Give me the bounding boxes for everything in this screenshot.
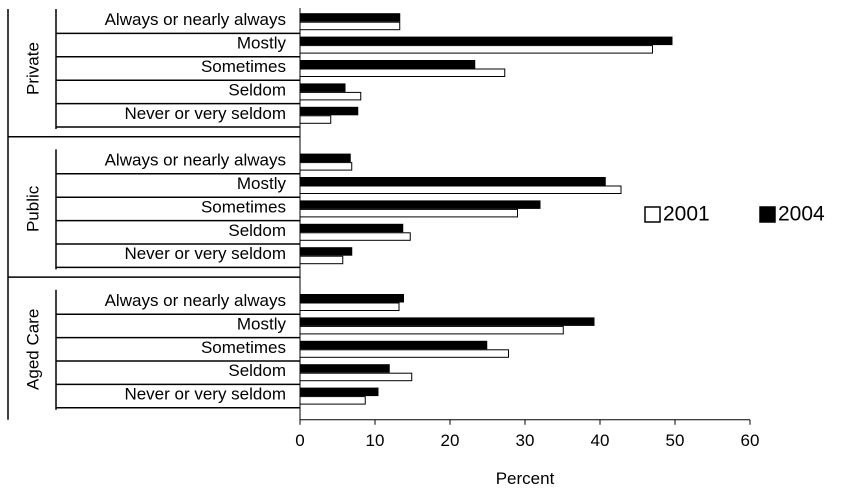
bar-2004 [299, 223, 404, 233]
category-label: Seldom [228, 80, 286, 99]
bar-2004 [299, 153, 351, 163]
bar-2001 [299, 372, 413, 382]
category-label: Never or very seldom [124, 385, 286, 404]
category-label: Sometimes [201, 197, 286, 216]
category-label: Always or nearly always [105, 291, 286, 310]
category-label: Always or nearly always [105, 10, 286, 29]
category-label: Seldom [228, 361, 286, 380]
category-label: Mostly [237, 314, 287, 333]
bar-2001 [299, 232, 411, 241]
category-label: Mostly [237, 174, 287, 193]
bar-2001 [299, 208, 518, 218]
bar-2001 [299, 325, 564, 335]
x-tick-label: 10 [366, 431, 385, 450]
bar-2001 [299, 162, 353, 171]
x-tick-label: 30 [516, 431, 535, 450]
bar-2004 [299, 294, 404, 303]
group-label: Public [23, 185, 42, 232]
bar-2004 [299, 13, 401, 22]
legend-label-2004: 2004 [778, 203, 825, 226]
legend-swatch-2004 [759, 206, 776, 223]
bar-2001 [299, 115, 332, 124]
bar-2004 [299, 36, 673, 46]
bar-2001 [299, 302, 400, 311]
category-label: Sometimes [201, 338, 286, 357]
category-label: Mostly [237, 34, 287, 53]
x-axis-title: Percent [496, 469, 555, 488]
category-label: Never or very seldom [124, 244, 286, 263]
bar-2001 [299, 185, 622, 194]
category-label: Always or nearly always [105, 151, 286, 170]
category-label: Never or very seldom [124, 104, 286, 123]
bar-2004 [299, 106, 359, 116]
bar-2004 [299, 83, 346, 92]
x-tick-label: 0 [295, 431, 304, 450]
category-label: Sometimes [201, 57, 286, 76]
group-label: Private [23, 42, 42, 95]
bar-2004 [299, 60, 476, 69]
x-tick-label: 20 [441, 431, 460, 450]
bar-2001 [299, 68, 506, 77]
x-tick-label: 60 [741, 431, 760, 450]
group-label: Aged Care [23, 309, 42, 390]
bar-2004 [299, 387, 379, 397]
x-tick-label: 40 [591, 431, 610, 450]
bar-2001 [299, 45, 653, 54]
bar-2001 [299, 21, 401, 31]
bar-2004 [299, 247, 353, 256]
x-tick-label: 50 [666, 431, 685, 450]
bar-2001 [299, 396, 366, 405]
legend-label-2001: 2001 [663, 203, 710, 226]
bar-2004 [299, 340, 488, 350]
bar-2004 [299, 317, 595, 326]
legend-swatch-2001 [644, 206, 661, 223]
bar-2004 [299, 177, 606, 186]
bar-2004 [299, 364, 390, 373]
category-label: Seldom [228, 221, 286, 240]
bar-2001 [299, 255, 344, 265]
bar-2001 [299, 349, 509, 358]
bar-2004 [299, 200, 541, 209]
bar-2001 [299, 91, 362, 101]
